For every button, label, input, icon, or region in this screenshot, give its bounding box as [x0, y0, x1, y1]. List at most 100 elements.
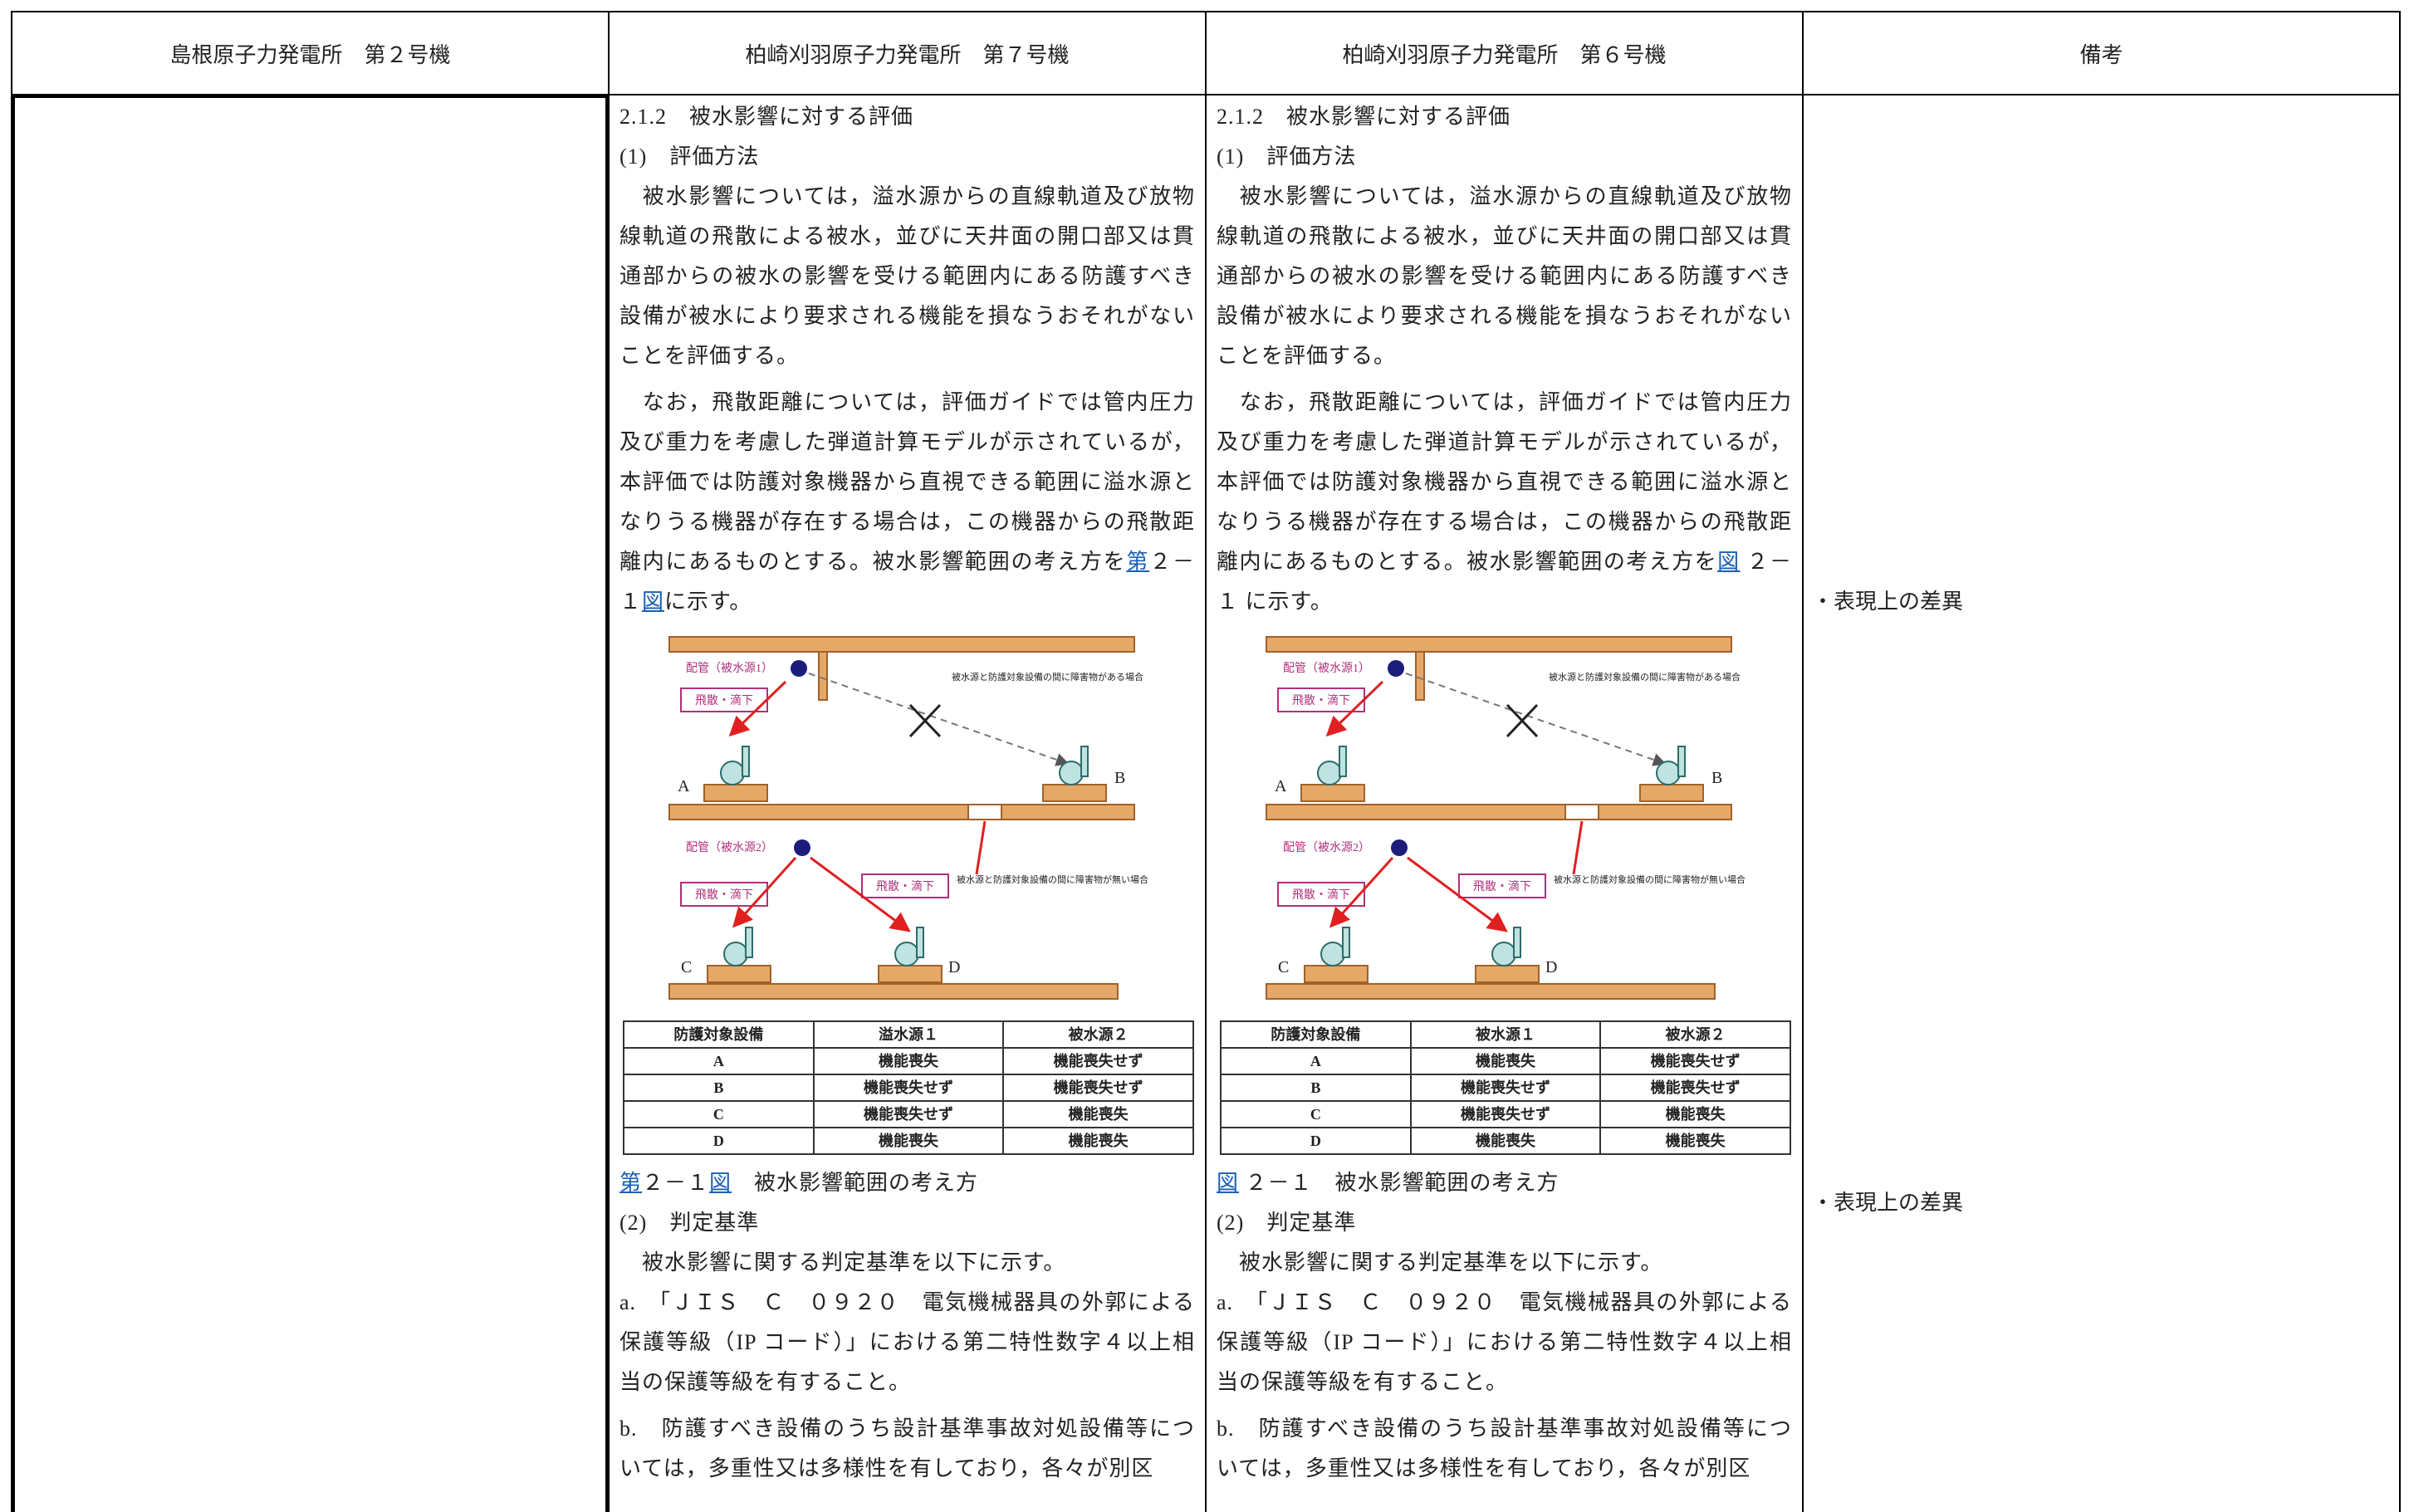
label: 飛散・滴下 — [695, 693, 753, 707]
opening — [1564, 804, 1599, 820]
table-cell: 機能喪失せず — [1599, 1074, 1791, 1102]
table-row: D 機能喪失 機能喪失 — [623, 1127, 1194, 1155]
label-box — [680, 882, 768, 907]
kk6-cell: 2.1.2 被水影響に対する評価 (1) 評価方法 被水影響については，溢水源か… — [1205, 94, 1804, 1512]
label: A — [678, 777, 690, 795]
equipment-base — [878, 965, 943, 983]
subheading: (1) 評価方法 — [619, 144, 760, 169]
table-cell: C — [1220, 1100, 1412, 1128]
source — [1388, 660, 1404, 677]
caption: 図 ２－１ 被水影響範囲の考え方 — [1217, 1163, 1792, 1203]
text: 被水影響範囲の考え方 — [732, 1171, 979, 1195]
link[interactable]: 第 — [1126, 550, 1150, 574]
label-box — [1277, 687, 1365, 712]
label: B — [1114, 769, 1125, 787]
item: a. 「ＪＩＳ Ｃ ０９２０ 電気機械器具の外郭による保護等級（IP コード）」… — [1217, 1290, 1792, 1394]
beam — [668, 636, 1135, 653]
paragraph: 被水影響については，溢水源からの直線軌道及び放物線軌道の飛散による被水，並びに天… — [619, 184, 1195, 368]
table-cell: D — [1220, 1127, 1412, 1155]
link[interactable]: 第 — [619, 1171, 643, 1195]
link[interactable]: 図 — [1717, 550, 1741, 574]
table-cell: 機能喪失 — [1409, 1047, 1602, 1075]
table-cell: 被水源１ — [1409, 1020, 1602, 1049]
figure: 配管（被水源1） 飛散・滴下 被水源と防護対象設備の間に障害物がある場合 A B 配管（被… — [668, 636, 1148, 1000]
note: 被水源と防護対象設備の間に障害物が無い場合 — [957, 873, 1148, 885]
source — [1391, 839, 1408, 856]
label: 飛散・滴下 — [1473, 879, 1531, 893]
table-row: D 機能喪失 機能喪失 — [1220, 1127, 1791, 1155]
paragraph: なお，飛散距離については，評価ガイドでは管内圧力及び重力を考慮した弾道計算モデル… — [619, 383, 1195, 622]
link[interactable]: 図 — [709, 1171, 732, 1195]
equipment — [1656, 761, 1681, 785]
arrow — [1572, 820, 1584, 875]
arrow — [1325, 680, 1384, 737]
equipment — [1059, 761, 1084, 785]
remark: ・表現上の差異 — [1812, 1191, 1964, 1215]
label: D — [948, 958, 960, 976]
opening — [967, 804, 1002, 820]
note: 被水源と防護対象設備の間に障害物がある場合 — [952, 671, 1143, 683]
figure: 配管（被水源1） 飛散・滴下 被水源と防護対象設備の間に障害物がある場合 A B 配管（被… — [1266, 636, 1746, 1000]
table-cell: 機能喪失せず — [1002, 1074, 1194, 1102]
table-cell: 機能喪失 — [1599, 1127, 1791, 1155]
paragraph: 被水影響に関する判定基準を以下に示す。 — [619, 1250, 1066, 1275]
equipment-base — [1639, 784, 1704, 802]
arrow — [728, 680, 787, 737]
beam — [1266, 983, 1716, 1000]
heading: 2.1.2 被水影響に対する評価 — [1217, 105, 1511, 129]
equipment-base — [1300, 784, 1365, 802]
note: 被水源と防護対象設備の間に障害物が無い場合 — [1554, 873, 1746, 885]
equipment — [894, 942, 919, 966]
label: A — [1275, 777, 1287, 795]
link[interactable]: 図 — [642, 590, 665, 614]
label: D — [1545, 958, 1557, 976]
cross — [1506, 703, 1539, 738]
arrow — [975, 820, 987, 875]
equipment — [720, 761, 745, 785]
header-text: 柏崎刈羽原子力発電所 第７号機 — [745, 42, 1070, 67]
figure-table: 防護対象設備 被水源１ 被水源２ A 機能喪失 機能喪失せず B 機能喪失せず 機能喪失せず C 機… — [1220, 1020, 1791, 1155]
table-row: C 機能喪失せず 機能喪失 — [1220, 1100, 1791, 1128]
header-cell: 島根原子力発電所 第２号機 — [11, 11, 610, 95]
table-cell: 機能喪失せず — [1599, 1047, 1791, 1075]
label: 飛散・滴下 — [695, 888, 753, 902]
label: 配管（被水源2） — [1283, 841, 1370, 854]
equipment-base — [707, 965, 771, 983]
table-cell: 被水源２ — [1002, 1020, 1194, 1049]
beam — [1001, 804, 1135, 820]
table-row: B 機能喪失せず 機能喪失せず — [623, 1074, 1194, 1102]
table-cell: 機能喪失 — [1599, 1100, 1791, 1128]
label: C — [1278, 958, 1289, 976]
arrow — [1407, 856, 1508, 932]
table-row: A 機能喪失 機能喪失せず — [1220, 1047, 1791, 1075]
table-cell: 溢水源１ — [812, 1020, 1005, 1049]
header-text: 柏崎刈羽原子力発電所 第６号機 — [1342, 42, 1667, 67]
equipment-pipe — [1080, 746, 1089, 777]
table-cell: 機能喪失せず — [1409, 1074, 1602, 1102]
equipment-pipe — [745, 927, 753, 958]
header-text: 島根原子力発電所 第２号機 — [169, 42, 451, 67]
table-cell: 防護対象設備 — [623, 1020, 815, 1049]
paragraph: なお，飛散距離については，評価ガイドでは管内圧力及び重力を考慮した弾道計算モデル… — [1217, 383, 1792, 622]
link[interactable]: 図 — [1217, 1171, 1240, 1195]
text: ２－１ — [642, 1171, 710, 1195]
table-row: 防護対象設備 被水源１ 被水源２ — [1220, 1020, 1791, 1049]
paragraph: 被水影響に関する判定基準を以下に示す。 — [1217, 1250, 1663, 1275]
trajectory — [808, 673, 1070, 766]
heading: 2.1.2 被水影響に対する評価 — [619, 105, 914, 129]
subheading: (1) 評価方法 — [1217, 144, 1357, 169]
cross — [908, 703, 942, 738]
table-cell: D — [623, 1127, 815, 1155]
empty-cell — [11, 94, 610, 1512]
obstacle — [1415, 651, 1425, 701]
kk7-cell: 2.1.2 被水影響に対する評価 (1) 評価方法 被水影響については，溢水源か… — [608, 94, 1207, 1512]
table-row: 防護対象設備 溢水源１ 被水源２ — [623, 1020, 1194, 1049]
table-cell: B — [1220, 1074, 1412, 1102]
label-box — [680, 687, 768, 712]
header-cell: 柏崎刈羽原子力発電所 第７号機 — [608, 11, 1207, 95]
label-box — [1277, 882, 1365, 907]
text: なお，飛散距離については，評価ガイドでは管内圧力及び重力を考慮した弾道計算モデル… — [1217, 390, 1792, 574]
text: に示す。 — [664, 590, 752, 614]
equipment-base — [1304, 965, 1369, 983]
table-cell: B — [623, 1074, 815, 1102]
